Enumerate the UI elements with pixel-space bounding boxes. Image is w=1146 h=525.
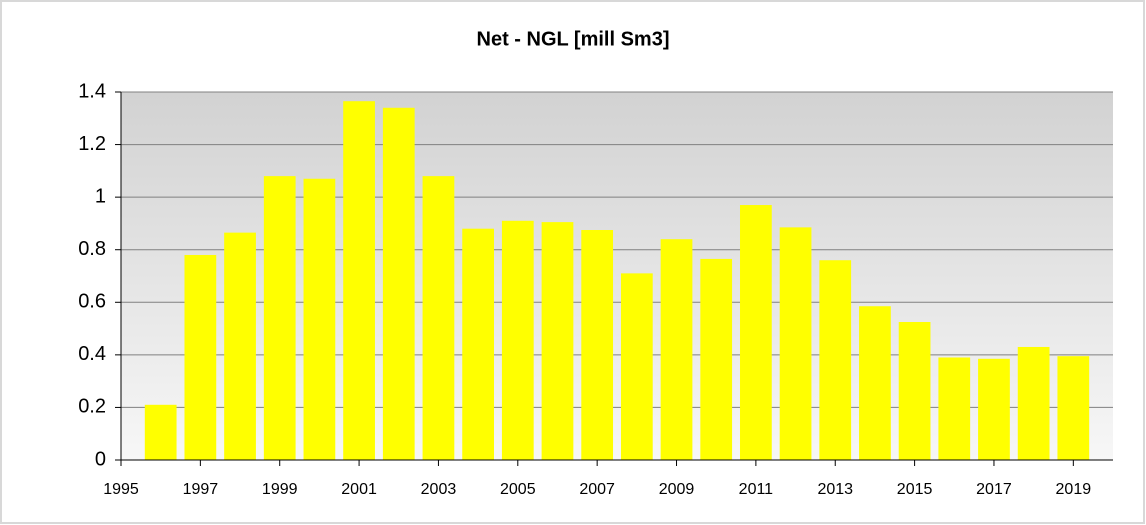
bar (740, 205, 772, 460)
y-tick-label: 0.6 (78, 291, 106, 313)
y-tick-label: 0.8 (78, 238, 106, 260)
x-tick-label: 2007 (579, 481, 615, 498)
bar (303, 178, 336, 460)
bar (462, 228, 494, 460)
x-tick-label: 2015 (897, 481, 933, 498)
bar (263, 176, 296, 460)
bar (898, 322, 931, 460)
x-tick-label: 2003 (421, 481, 457, 498)
bar (422, 176, 455, 460)
bar (501, 220, 534, 460)
y-tick-label: 0 (95, 448, 106, 470)
bar (1057, 356, 1090, 460)
bar (343, 101, 375, 460)
y-tick-label: 0.2 (78, 396, 106, 418)
y-tick-label: 1.4 (78, 80, 106, 102)
x-tick-label: 2011 (739, 481, 774, 498)
x-tick-label: 1995 (103, 481, 139, 498)
bar (779, 227, 812, 460)
y-tick-label: 1 (95, 185, 106, 207)
bar (1017, 346, 1050, 460)
bar (144, 404, 177, 460)
x-tick-label: 1997 (183, 481, 219, 498)
bar (660, 239, 693, 460)
bar (700, 258, 733, 460)
x-tick-label: 2019 (1056, 481, 1092, 498)
bar (184, 254, 217, 460)
x-tick-label: 1999 (262, 481, 298, 498)
y-tick-label: 1.2 (78, 133, 106, 155)
bar (224, 232, 256, 460)
bar (978, 358, 1010, 460)
bar (819, 260, 852, 460)
bar (859, 306, 891, 460)
x-tick-label: 2017 (976, 481, 1012, 498)
bar (581, 230, 614, 460)
bar (938, 357, 971, 460)
x-tick-label: 2005 (500, 481, 536, 498)
x-tick-label: 2013 (817, 481, 853, 498)
y-tick-label: 0.4 (78, 343, 106, 365)
x-tick-label: 2001 (341, 481, 377, 498)
bar (382, 107, 415, 461)
bar (620, 273, 653, 460)
chart-title: Net - NGL [mill Sm3] (477, 28, 670, 50)
x-tick-label: 2009 (659, 481, 695, 498)
bar (541, 222, 574, 460)
